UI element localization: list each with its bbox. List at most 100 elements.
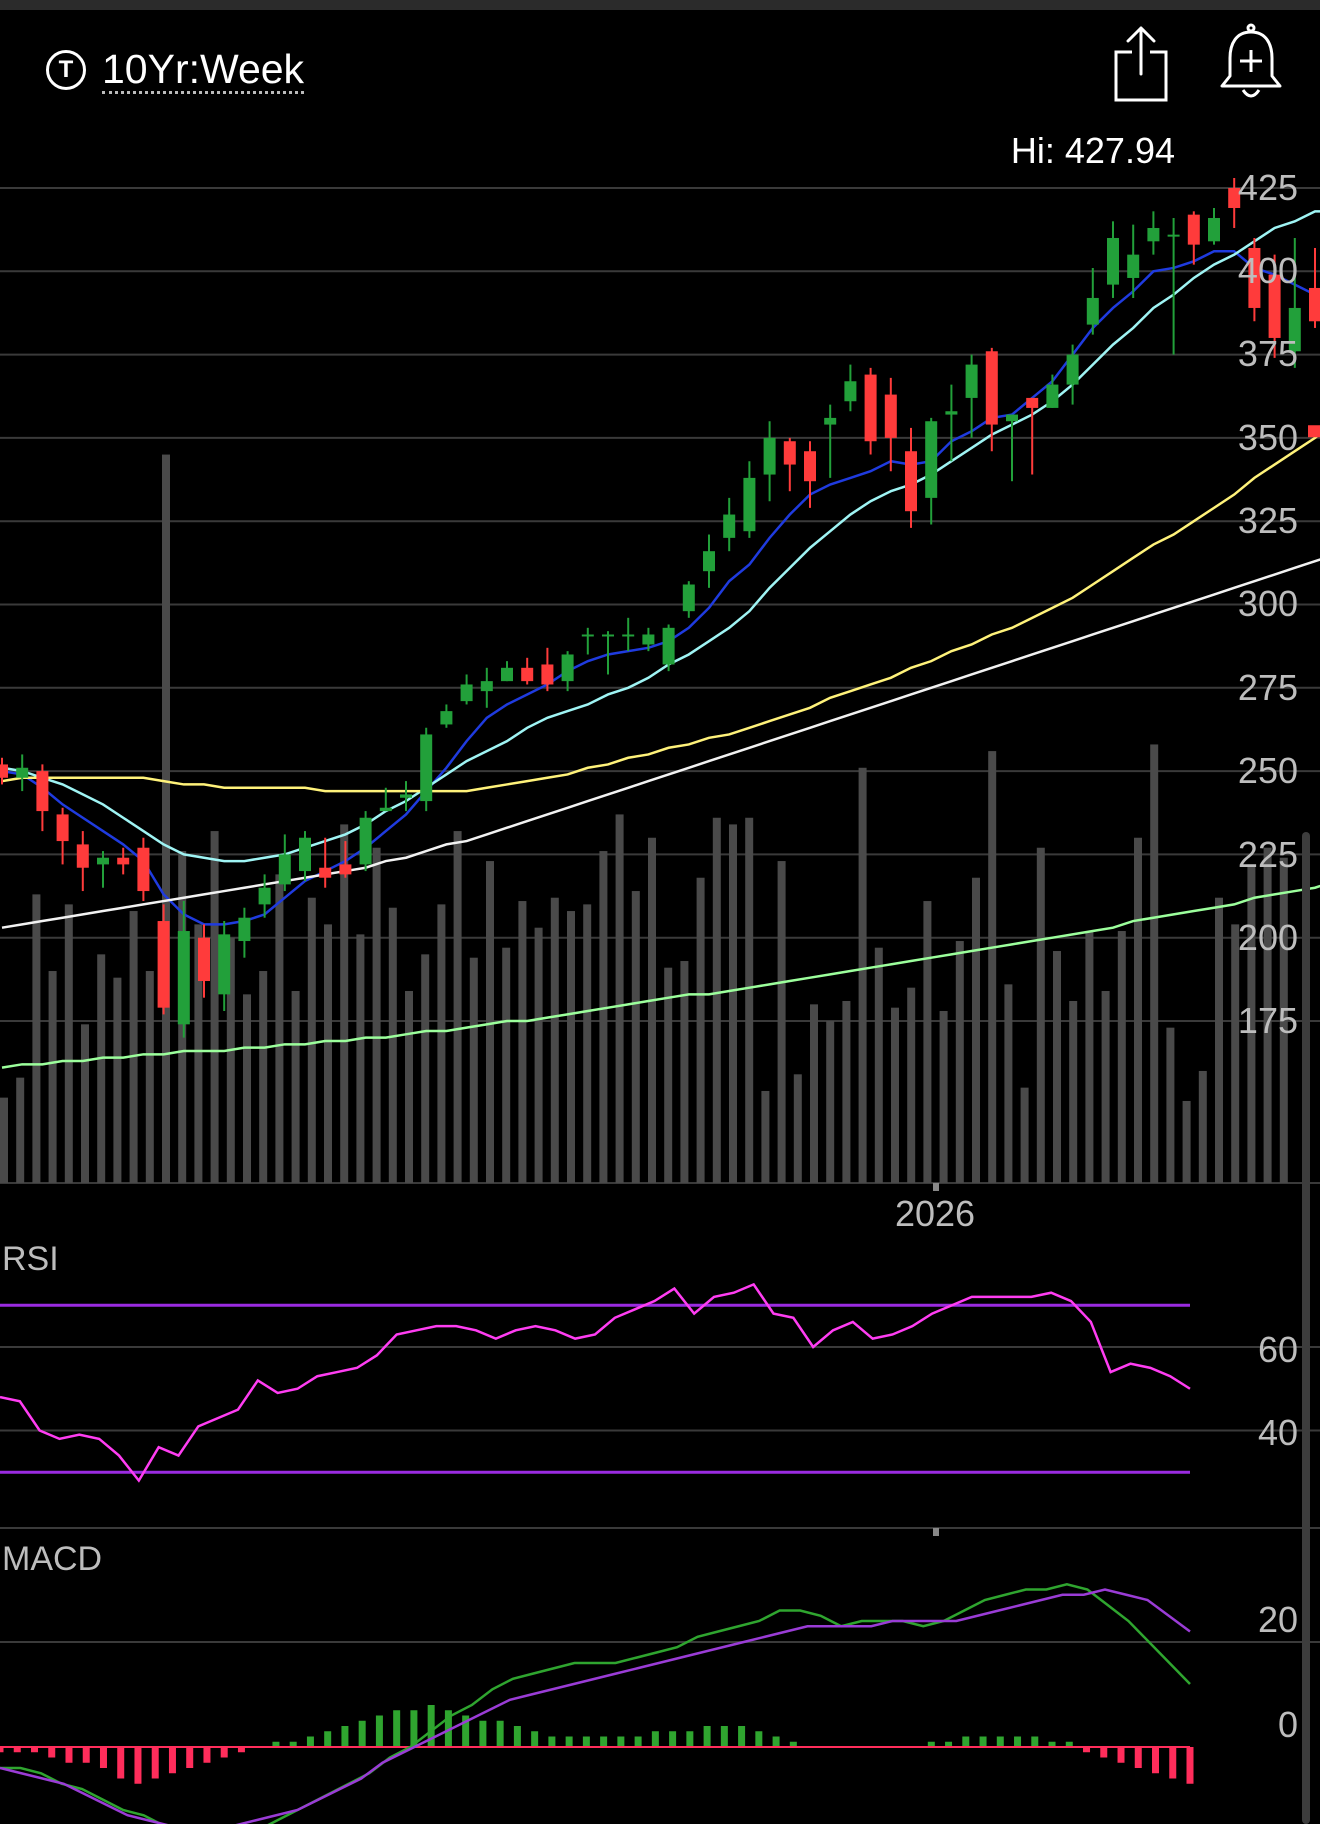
macd-histogram-bar xyxy=(427,1705,435,1747)
macd-histogram-bar xyxy=(375,1715,383,1747)
volume-bar xyxy=(32,894,41,1183)
rsi-plot xyxy=(0,1282,1191,1483)
candle-up xyxy=(177,931,190,1025)
macd-histogram-bar xyxy=(30,1747,38,1753)
volume-bar xyxy=(1134,837,1142,1183)
volume-bar xyxy=(194,924,203,1183)
candle-up xyxy=(965,364,978,398)
x-axis-year-label: 2026 xyxy=(895,1193,975,1234)
candle-up xyxy=(501,667,513,682)
symbol-selector[interactable]: T 10Yr:Week xyxy=(46,40,305,100)
volume-bar xyxy=(599,851,608,1183)
macd-histogram-bar xyxy=(600,1736,608,1747)
candle-up xyxy=(420,734,433,802)
volume-bar xyxy=(826,1021,835,1183)
macd-plot xyxy=(0,1582,1194,1824)
macd-histogram-bar xyxy=(289,1741,297,1747)
volume-bar xyxy=(1247,864,1256,1183)
macd-histogram-bar xyxy=(1152,1747,1160,1774)
volume-bar xyxy=(664,967,673,1183)
moving-average-line xyxy=(1,558,1320,929)
rsi-line xyxy=(0,1282,1191,1483)
volume-bar xyxy=(145,971,154,1183)
high-price-label: Hi: 427.94 xyxy=(1011,130,1175,171)
volume-bar xyxy=(324,924,332,1183)
volume-bar xyxy=(648,837,656,1183)
volume-bar xyxy=(1150,744,1159,1183)
candle-down xyxy=(985,351,998,425)
price-axis-ticks: 425 400 375 350 325 300 275 250 225 200 … xyxy=(1238,167,1298,1041)
macd-histogram-bar xyxy=(82,1747,90,1763)
volume-bar xyxy=(777,861,786,1183)
candle-down xyxy=(117,857,130,865)
volume-bar xyxy=(1117,931,1126,1183)
volume-bar xyxy=(972,877,980,1183)
bell-plus-icon xyxy=(1220,23,1282,98)
macd-histogram-bar xyxy=(531,1731,539,1747)
volume-bar xyxy=(275,874,284,1183)
volume-bar xyxy=(631,891,640,1183)
volume-bar xyxy=(1053,951,1061,1183)
macd-histogram-bar xyxy=(1031,1736,1039,1747)
volume-bar xyxy=(567,911,575,1183)
candle-up xyxy=(359,817,372,865)
candle-down xyxy=(783,441,796,465)
macd-histogram-bar xyxy=(945,1741,953,1747)
macd-histogram-bar xyxy=(634,1736,642,1747)
volume-bar xyxy=(437,904,446,1183)
price-tick: 325 xyxy=(1238,500,1298,541)
candle-up xyxy=(723,514,736,538)
candle-up xyxy=(299,837,311,872)
volume-bar xyxy=(1069,1001,1078,1183)
candle-up xyxy=(1066,354,1079,385)
candle-up xyxy=(379,807,392,812)
candle-down xyxy=(1268,274,1281,338)
candle-up xyxy=(480,681,493,692)
macd-histogram-bar xyxy=(582,1736,590,1747)
volume-bar xyxy=(340,824,349,1183)
candle-up xyxy=(258,887,271,905)
volume-bar xyxy=(923,901,932,1183)
volume-bar xyxy=(502,947,511,1183)
price-tick: 375 xyxy=(1238,333,1298,374)
price-tick: 350 xyxy=(1238,417,1298,458)
candle-down xyxy=(56,814,69,842)
moving-average-line xyxy=(1,210,1320,863)
volume-bar xyxy=(1215,897,1223,1183)
share-button[interactable] xyxy=(1110,24,1172,111)
macd-histogram-bar xyxy=(65,1747,73,1763)
candle-up xyxy=(561,654,574,682)
scrollbar[interactable] xyxy=(1302,832,1310,1824)
macd-histogram-bar xyxy=(996,1736,1004,1747)
rsi-tick: 60 xyxy=(1258,1329,1298,1370)
volume-bar xyxy=(842,1001,851,1183)
volume-bar xyxy=(745,817,754,1183)
macd-histogram-bar xyxy=(979,1736,987,1747)
alert-button[interactable] xyxy=(1218,22,1284,111)
volume-bar xyxy=(113,977,122,1183)
candle-up xyxy=(763,437,776,475)
candle-up xyxy=(824,417,837,425)
candle-up xyxy=(1208,217,1220,242)
rsi-tick: 40 xyxy=(1258,1412,1298,1453)
candle-up xyxy=(16,767,29,778)
price-tick: 250 xyxy=(1238,750,1298,791)
macd-histogram-bar xyxy=(99,1747,107,1768)
volume-bar xyxy=(518,901,527,1183)
macd-histogram-bar xyxy=(306,1736,314,1747)
share-icon xyxy=(1114,26,1168,102)
candle-up xyxy=(97,857,109,865)
macd-histogram-bar xyxy=(358,1720,366,1747)
volume-bar xyxy=(129,911,138,1183)
macd-histogram-bar xyxy=(703,1726,711,1747)
symbol-label: 10Yr:Week xyxy=(102,45,305,94)
candle-up xyxy=(440,711,453,725)
volume-bar xyxy=(97,954,106,1183)
macd-histogram-bar xyxy=(203,1747,211,1763)
candle-down xyxy=(884,394,897,438)
macd-histogram-bar xyxy=(617,1736,625,1747)
macd-histogram-bar xyxy=(651,1731,659,1747)
candle-up xyxy=(682,584,695,612)
macd-histogram-bar xyxy=(272,1741,280,1747)
